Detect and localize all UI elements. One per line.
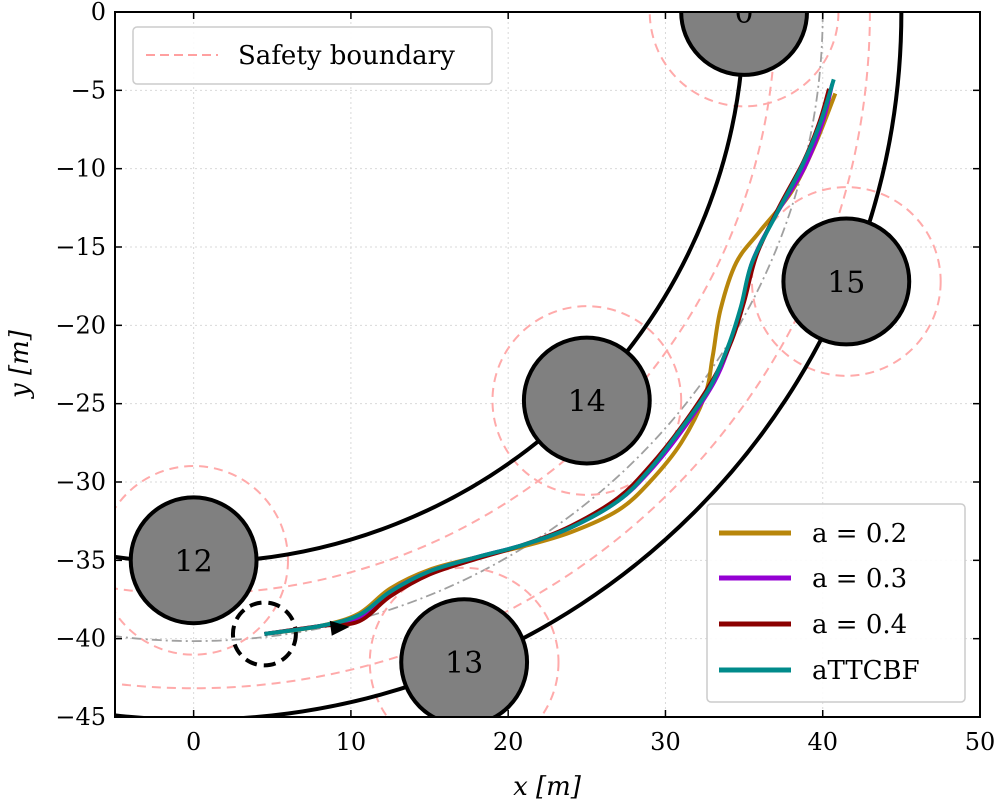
obstacle-safety-boundary: [368, 566, 560, 717]
x-tick-label: 10: [336, 728, 367, 756]
axes-frame: [114, 11, 981, 718]
trajectory-line-3: [264, 78, 836, 636]
y-tick-label: −20: [55, 311, 106, 339]
legend-series-frame: [706, 503, 966, 703]
obstacle-14: [521, 335, 652, 466]
obstacle-safety-boundary: [491, 305, 683, 496]
obstacle-13: [399, 597, 530, 717]
legend-label-attcbf: aTTCBF: [812, 656, 920, 686]
legend-label-a03: a = 0.3: [812, 564, 907, 594]
plot-area: 0 12 13 14 15: [115, 0, 942, 717]
x-axis-label: x [m]: [513, 772, 582, 802]
legend-label-a02: a = 0.2: [812, 519, 907, 549]
obstacle-15: [781, 216, 912, 347]
obstacle-12: [128, 495, 259, 626]
legend-safety-label: Safety boundary: [238, 41, 455, 71]
road-safety-boundary: [115, 12, 777, 595]
obstacle-label-0: 0: [735, 0, 754, 31]
obstacle-label-14: 14: [568, 385, 606, 420]
trajectory-line-0: [264, 92, 838, 636]
x-tick-label: 40: [807, 728, 838, 756]
x-tick-label: 0: [186, 728, 201, 756]
legend-safety-frame: [132, 26, 493, 85]
obstacle-label-15: 15: [827, 265, 865, 300]
x-tick-label: 30: [650, 728, 681, 756]
y-tick-label: −35: [55, 546, 106, 574]
legend-series: a = 0.2 a = 0.3 a = 0.4 aTTCBF: [706, 503, 966, 703]
x-tick-label: 20: [493, 728, 524, 756]
obstacle-safety-boundary: [115, 464, 289, 656]
y-tick-label: 0: [91, 0, 106, 26]
y-tick-label: −40: [55, 625, 106, 653]
legend-label-a04: a = 0.4: [812, 610, 907, 640]
y-tick-label: −5: [71, 76, 106, 104]
obstacle-label-13: 13: [445, 646, 483, 681]
axis-ticks: 0 10 20 30 40 50 0 −5 −10 −15 −20 −25 −30 −35 −40 −45: [55, 0, 995, 756]
y-tick-label: −15: [55, 233, 106, 261]
ego-vehicle-start: [230, 600, 298, 668]
road-centerline: [115, 12, 824, 642]
direction-arrow: [329, 620, 350, 636]
y-axis-label: y [m]: [5, 329, 35, 399]
obstacle-safety-boundary: [750, 186, 942, 377]
y-tick-label: −30: [55, 468, 106, 496]
x-tick-label: 50: [965, 728, 996, 756]
obstacle-label-12: 12: [175, 544, 213, 579]
y-tick-label: −10: [55, 155, 106, 183]
legend-safety: Safety boundary: [132, 26, 493, 85]
y-tick-label: −25: [55, 390, 106, 418]
obstacle-0: [679, 12, 809, 77]
y-tick-label: −45: [55, 703, 106, 731]
